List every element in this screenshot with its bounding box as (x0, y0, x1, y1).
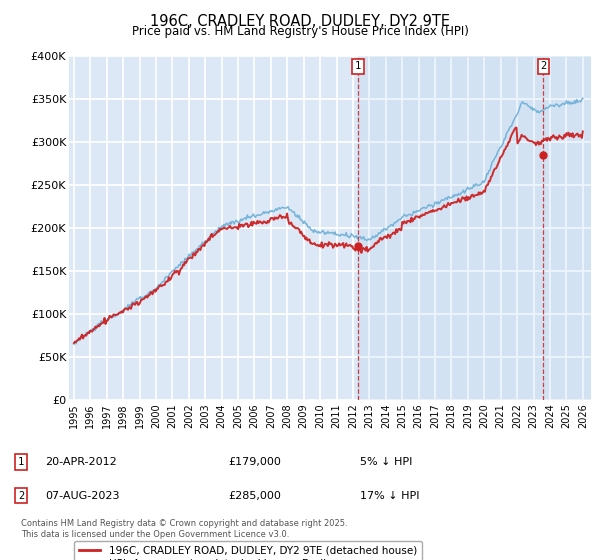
Text: 1: 1 (355, 62, 361, 71)
Text: 07-AUG-2023: 07-AUG-2023 (45, 491, 119, 501)
Text: £179,000: £179,000 (228, 457, 281, 467)
Text: 2: 2 (540, 62, 547, 71)
Text: 1: 1 (18, 457, 24, 467)
Text: £285,000: £285,000 (228, 491, 281, 501)
Text: 17% ↓ HPI: 17% ↓ HPI (360, 491, 419, 501)
Text: 5% ↓ HPI: 5% ↓ HPI (360, 457, 412, 467)
Text: Price paid vs. HM Land Registry's House Price Index (HPI): Price paid vs. HM Land Registry's House … (131, 25, 469, 38)
Bar (358, 56, 591, 400)
Text: 2: 2 (18, 491, 24, 501)
Text: 20-APR-2012: 20-APR-2012 (45, 457, 117, 467)
Text: 196C, CRADLEY ROAD, DUDLEY, DY2 9TE: 196C, CRADLEY ROAD, DUDLEY, DY2 9TE (150, 14, 450, 29)
Text: Contains HM Land Registry data © Crown copyright and database right 2025.
This d: Contains HM Land Registry data © Crown c… (21, 520, 347, 539)
Legend: 196C, CRADLEY ROAD, DUDLEY, DY2 9TE (detached house), HPI: Average price, detach: 196C, CRADLEY ROAD, DUDLEY, DY2 9TE (det… (74, 541, 422, 560)
